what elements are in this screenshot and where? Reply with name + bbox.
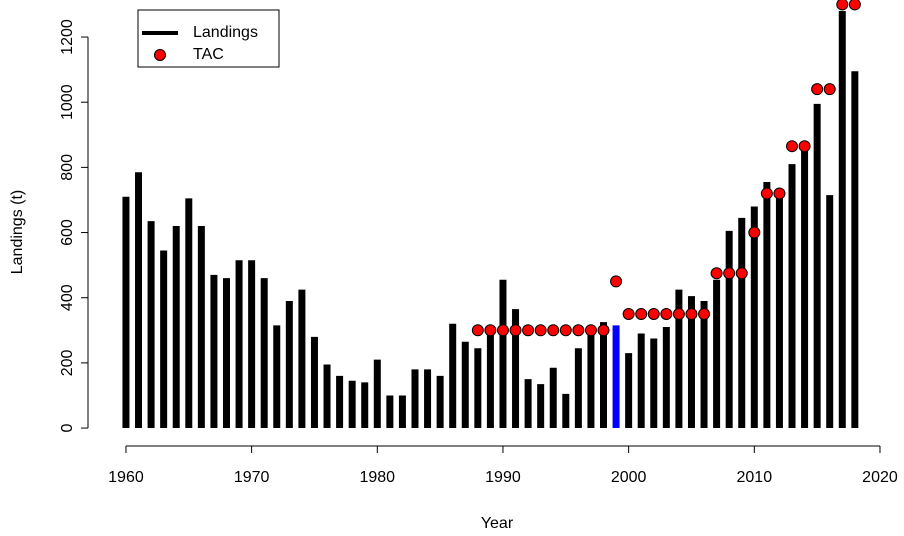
y-tick-label: 200 [59, 349, 76, 376]
point [547, 324, 560, 337]
point [748, 226, 761, 239]
x-tick-label: 2000 [611, 469, 647, 486]
point [622, 308, 635, 321]
point [710, 267, 723, 280]
point [647, 308, 660, 321]
point [723, 267, 736, 280]
point [672, 308, 685, 321]
point [522, 324, 535, 337]
x-tick-label: 2010 [737, 469, 773, 486]
x-tick-label: 1970 [234, 469, 270, 486]
point [685, 308, 698, 321]
point [836, 0, 849, 11]
point [584, 324, 597, 337]
point [559, 324, 572, 337]
point [798, 140, 811, 153]
y-tick-label: 0 [59, 424, 76, 433]
x-tick-label: 1980 [359, 469, 395, 486]
y-tick-label: 400 [59, 284, 76, 311]
x-axis-label: Year [481, 515, 514, 532]
point [471, 324, 484, 337]
point [698, 308, 711, 321]
y-tick-label: 1200 [59, 19, 76, 55]
point [660, 308, 673, 321]
point [534, 324, 547, 337]
point [484, 324, 497, 337]
point [496, 324, 509, 337]
point [823, 83, 836, 96]
point [848, 0, 861, 11]
legend-swatch [154, 49, 166, 61]
point [811, 83, 824, 96]
point [610, 275, 623, 288]
y-axis-label: Landings (t) [9, 190, 26, 275]
point [773, 187, 786, 200]
legend-label: Landings [193, 24, 258, 41]
point [597, 324, 610, 337]
point [760, 187, 773, 200]
point [735, 267, 748, 280]
legend-label: TAC [193, 46, 224, 63]
point [572, 324, 585, 337]
y-tick-label: 600 [59, 219, 76, 246]
point [786, 140, 799, 153]
point [635, 308, 648, 321]
point [509, 324, 522, 337]
x-tick-label: 1960 [108, 469, 144, 486]
y-tick-label: 1000 [59, 84, 76, 120]
x-tick-label: 2020 [862, 469, 898, 486]
y-tick-label: 800 [59, 154, 76, 181]
x-tick-label: 1990 [485, 469, 521, 486]
